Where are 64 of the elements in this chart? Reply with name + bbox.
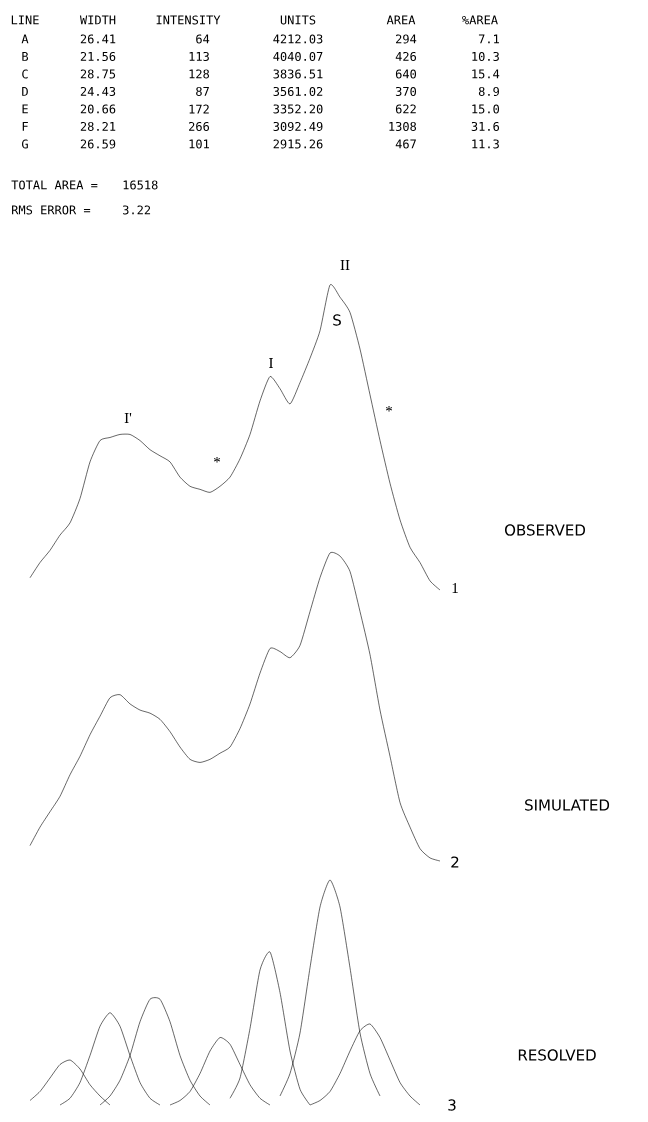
- text: 28.75: [80, 69, 116, 79]
- text: WIDTH: [79, 15, 116, 25]
- text: INTENSITY: [156, 15, 221, 25]
- text: TOTAL AREA =: [11, 180, 98, 190]
- text: AREA: [386, 15, 416, 25]
- text: G: [21, 139, 28, 149]
- text: OBSERVED: [504, 524, 585, 536]
- text: 266: [189, 121, 210, 132]
- annotation: *: [213, 457, 221, 463]
- text: 370: [395, 86, 417, 97]
- text: 64: [196, 34, 210, 44]
- annotation: *: [385, 406, 393, 412]
- text: 1308: [389, 121, 417, 132]
- text: 15.0: [472, 104, 500, 114]
- text: 294: [396, 34, 417, 44]
- text: 16518: [123, 180, 158, 190]
- text: RMS ERROR =: [12, 205, 91, 215]
- text: 31.6: [471, 121, 500, 132]
- text: F: [22, 122, 28, 131]
- text: LINE: [11, 15, 39, 25]
- text: 21.56: [80, 51, 116, 62]
- text: E: [22, 104, 28, 114]
- text: II: [340, 260, 350, 270]
- text: 101: [189, 139, 209, 149]
- text: C: [22, 69, 28, 79]
- text: 3.22: [123, 205, 151, 215]
- text: 128: [189, 69, 210, 79]
- text: D: [22, 87, 28, 96]
- text: 3352.20: [273, 104, 323, 114]
- text: 26.59: [80, 139, 116, 149]
- text: 24.43: [80, 86, 116, 97]
- text: 7.1: [478, 34, 499, 44]
- text: UNITS: [280, 15, 316, 25]
- text: 622: [395, 104, 416, 114]
- text: SIMULATED: [525, 799, 610, 811]
- text: 1: [452, 583, 458, 593]
- text: 113: [189, 51, 209, 62]
- text: 4212.03: [273, 34, 323, 44]
- text: 28.21: [80, 121, 116, 132]
- text: 87: [196, 86, 209, 97]
- text: B: [22, 52, 29, 61]
- text: 426: [395, 51, 417, 62]
- text: %AREA: [462, 15, 498, 25]
- annotation: I': [124, 413, 132, 423]
- text: 15.4: [472, 69, 500, 79]
- text: 11.3: [472, 139, 499, 149]
- text: 640: [395, 69, 417, 79]
- text: A: [21, 34, 29, 44]
- text: 3561.02: [273, 86, 323, 97]
- text: 3: [448, 1099, 456, 1111]
- text: 467: [395, 139, 416, 149]
- text: 2915.26: [273, 139, 323, 149]
- text: 2: [451, 856, 459, 868]
- text: 10.3: [472, 51, 499, 62]
- text: 3092.49: [273, 121, 323, 132]
- annotation: S: [333, 314, 341, 326]
- text: 3836.51: [273, 69, 323, 79]
- text: 8.9: [478, 86, 499, 97]
- text: 172: [189, 104, 209, 114]
- text: 20.66: [80, 104, 116, 114]
- text: 26.41: [80, 34, 116, 44]
- text: RESOLVED: [518, 1049, 596, 1061]
- annotation: I: [269, 358, 273, 368]
- text: 4040.07: [273, 51, 323, 62]
